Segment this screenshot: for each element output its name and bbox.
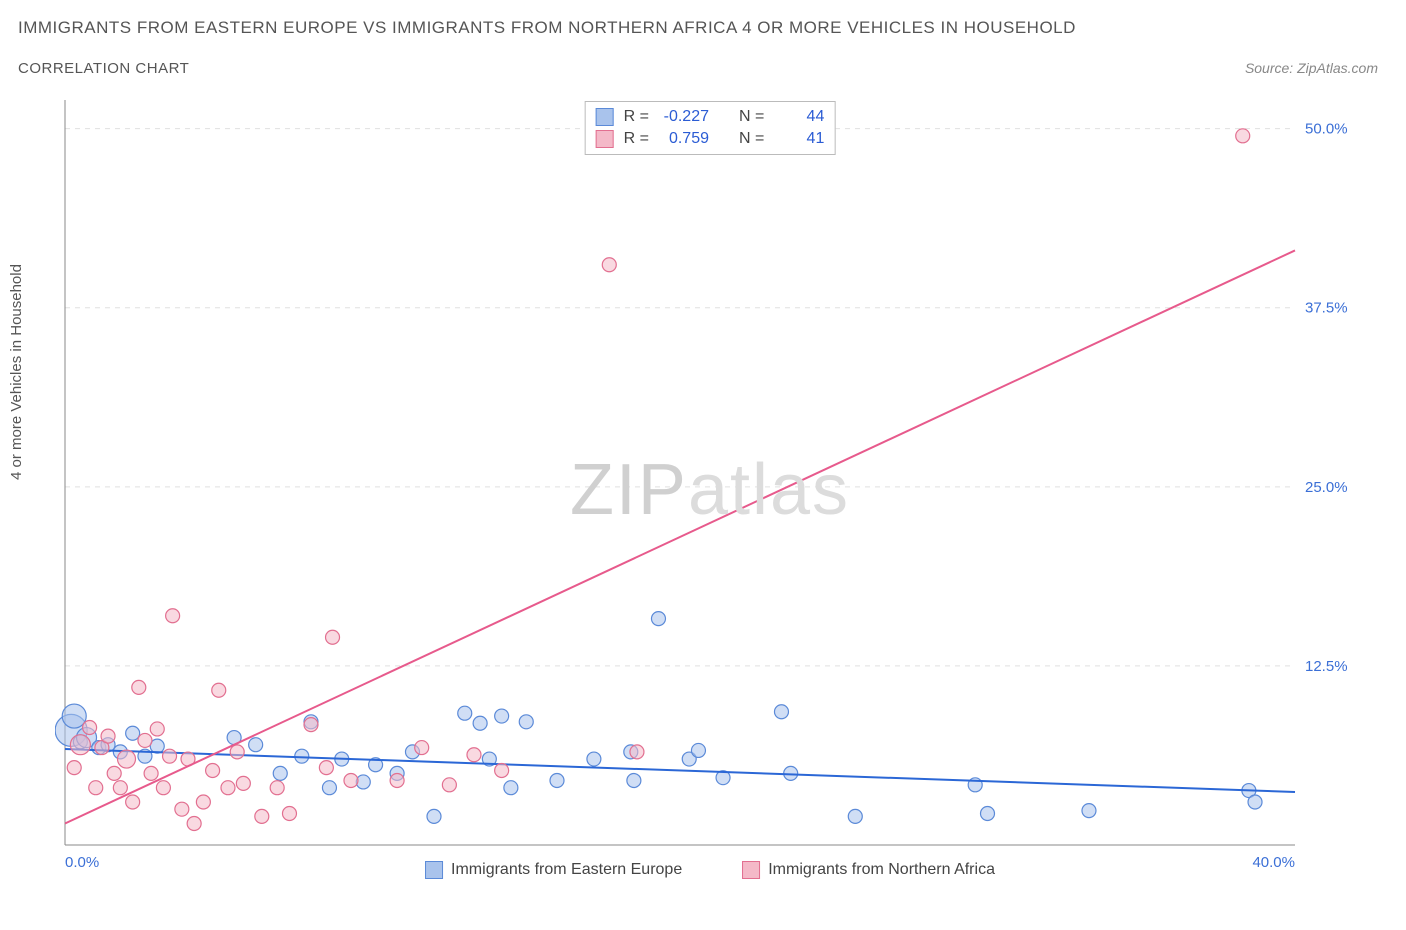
svg-text:37.5%: 37.5%	[1305, 300, 1348, 317]
chart-area: ZIPatlas 12.5%25.0%37.5%50.0%0.0%40.0% R…	[55, 95, 1365, 885]
svg-text:12.5%: 12.5%	[1305, 658, 1348, 675]
stats-row-series-0: R = -0.227 N = 44	[596, 106, 825, 128]
chart-title: IMMIGRANTS FROM EASTERN EUROPE VS IMMIGR…	[18, 18, 1076, 38]
legend-label-0: Immigrants from Eastern Europe	[451, 861, 682, 879]
stats-r-value-1: 0.759	[659, 128, 709, 150]
stats-r-value-0: -0.227	[659, 106, 709, 128]
stats-r-label-1: R =	[624, 128, 649, 150]
legend-swatch-1	[742, 861, 760, 879]
svg-text:25.0%: 25.0%	[1305, 479, 1348, 496]
stats-r-label: R =	[624, 106, 649, 128]
source-label: Source: ZipAtlas.com	[1245, 60, 1378, 76]
scatter-chart: 12.5% 25.0% 37.5% 50.0% 0.0% 40.0%	[55, 95, 1365, 885]
y-axis-label: 4 or more Vehicles in Household	[8, 264, 25, 480]
chart-subtitle: CORRELATION CHART	[18, 60, 189, 77]
stats-row-series-1: R = 0.759 N = 41	[596, 128, 825, 150]
swatch-series-1	[596, 130, 614, 148]
stats-n-value-1: 41	[774, 128, 824, 150]
legend-item-0: Immigrants from Eastern Europe	[425, 861, 682, 879]
swatch-series-0	[596, 108, 614, 126]
stats-legend: R = -0.227 N = 44 R = 0.759 N = 41	[585, 101, 836, 155]
legend-item-1: Immigrants from Northern Africa	[742, 861, 995, 879]
stats-n-label: N =	[739, 106, 764, 128]
legend-swatch-0	[425, 861, 443, 879]
legend-label-1: Immigrants from Northern Africa	[768, 861, 995, 879]
svg-text:40.0%: 40.0%	[1252, 854, 1295, 871]
stats-n-value-0: 44	[774, 106, 824, 128]
svg-text:0.0%: 0.0%	[65, 854, 99, 871]
svg-text:50.0%: 50.0%	[1305, 121, 1348, 138]
stats-n-label-1: N =	[739, 128, 764, 150]
bottom-legend: Immigrants from Eastern Europe Immigrant…	[425, 861, 995, 879]
